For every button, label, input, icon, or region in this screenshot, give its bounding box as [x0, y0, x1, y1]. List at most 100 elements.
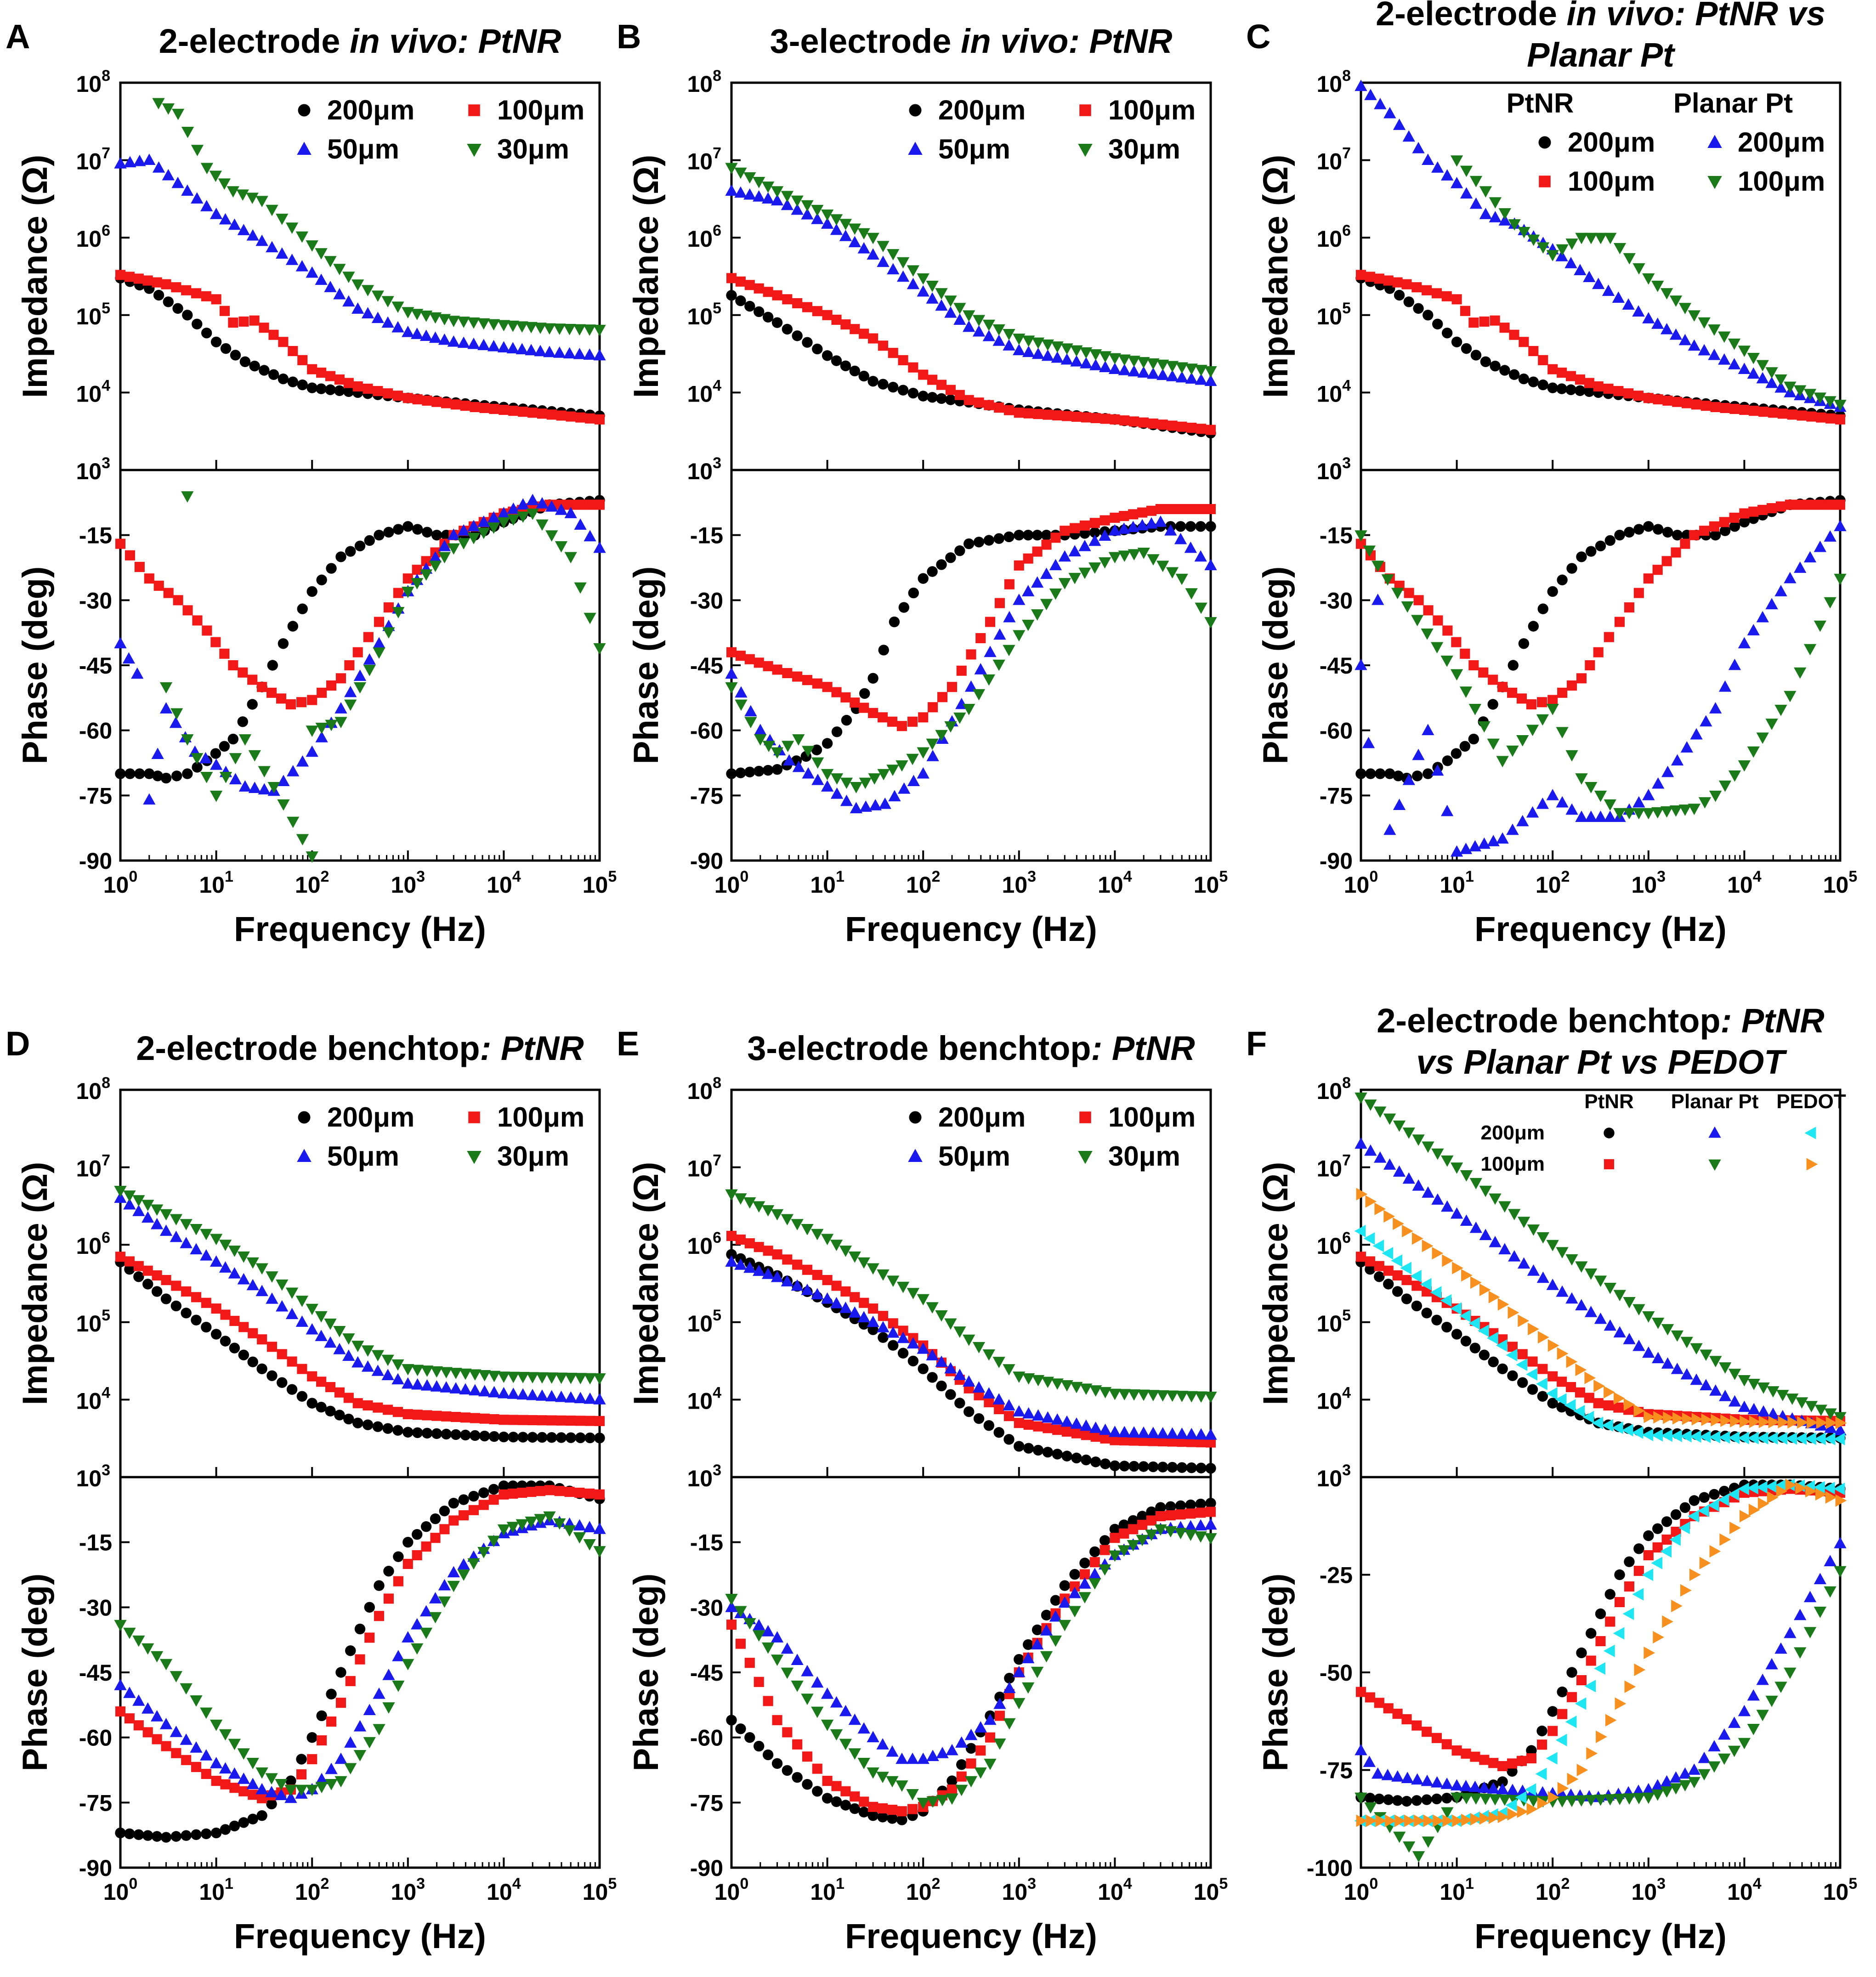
impedance-point	[1062, 1426, 1072, 1437]
impedance-point	[1633, 391, 1644, 401]
y-tick-base: 10	[687, 1078, 713, 1104]
phase-point	[1643, 1530, 1654, 1541]
phase-point	[895, 760, 908, 772]
phase-point	[1517, 1805, 1529, 1818]
phase-point	[229, 1783, 240, 1793]
phase-point	[1004, 1672, 1015, 1684]
impedance-point	[1765, 376, 1778, 388]
phase-point	[1633, 1543, 1644, 1554]
phase-point	[1547, 1791, 1559, 1804]
phase-point	[201, 1828, 212, 1840]
impedance-point	[1470, 1276, 1482, 1289]
phase-point	[811, 757, 824, 769]
phase-point	[1040, 567, 1053, 579]
phase-point	[1184, 1529, 1197, 1541]
impedance-point	[412, 1427, 423, 1438]
impedance-point	[276, 1279, 289, 1291]
impedance-point	[1137, 357, 1150, 368]
impedance-point	[487, 340, 500, 351]
impedance-point	[1652, 1352, 1665, 1364]
impedance-point	[1128, 1389, 1140, 1401]
impedance-point	[1460, 187, 1473, 199]
legend-label: 30μm	[1108, 1141, 1180, 1172]
impedance-point	[1420, 1278, 1432, 1291]
y-tick-exp: 4	[1342, 1384, 1351, 1401]
phase-point	[1632, 796, 1645, 808]
phase-point	[859, 1796, 869, 1807]
impedance-point	[1185, 363, 1198, 375]
impedance-point	[1490, 315, 1500, 326]
phase-point	[267, 660, 278, 671]
phase-axes-frame	[119, 469, 601, 862]
impedance-point	[507, 1371, 520, 1383]
phase-point	[430, 1533, 441, 1543]
impedance-point	[343, 378, 354, 388]
x-tick-exp: 2	[321, 868, 329, 885]
phase-axes-frame	[1360, 1476, 1842, 1869]
impedance-point	[898, 1326, 908, 1336]
phase-point	[973, 537, 985, 548]
impedance-point	[936, 380, 947, 390]
impedance-point	[1128, 1461, 1139, 1472]
phase-point	[210, 637, 221, 647]
phase-point	[994, 1711, 1005, 1721]
phase-point	[373, 1724, 385, 1736]
phase-point	[1593, 647, 1604, 657]
impedance-point	[1128, 365, 1140, 377]
impedance-point	[295, 231, 309, 243]
phase-point	[1823, 1482, 1835, 1495]
impedance-point	[227, 186, 239, 198]
phase-point	[993, 1738, 1006, 1750]
phase-series-PEDOT-200-m	[1354, 1479, 1845, 1827]
impedance-point	[296, 1391, 308, 1402]
impedance-point	[441, 1411, 452, 1422]
phase-point	[317, 1735, 327, 1746]
phase-point	[1738, 1705, 1751, 1716]
impedance-point	[1013, 1405, 1026, 1416]
phase-point	[868, 773, 881, 785]
impedance-series-50-m	[114, 1191, 606, 1405]
legend-label: 200μm	[327, 1102, 414, 1133]
phase-point	[956, 665, 967, 676]
phase-point	[1690, 728, 1703, 740]
impedance-point	[315, 1330, 328, 1341]
impedance-point	[1392, 1270, 1403, 1280]
impedance-point	[982, 1349, 996, 1361]
impedance-point	[1459, 1309, 1471, 1322]
impedance-point	[564, 1372, 578, 1384]
impedance-point	[457, 317, 470, 328]
phase-point	[908, 587, 919, 599]
impedance-point	[1565, 384, 1576, 395]
impedance-point	[422, 395, 432, 406]
phase-point	[1165, 504, 1176, 515]
impedance-point	[821, 1234, 834, 1246]
phase-point	[402, 573, 413, 584]
phase-point	[953, 712, 966, 724]
impedance-point	[1383, 1265, 1394, 1276]
impedance-point	[457, 336, 470, 348]
panel-label: A	[6, 17, 30, 56]
phase-point	[1185, 504, 1196, 515]
phase-point	[1700, 715, 1712, 727]
phase-point	[317, 687, 327, 698]
phase-point	[876, 1738, 889, 1750]
impedance-point	[351, 1341, 364, 1352]
impedance-point	[266, 1271, 278, 1283]
phase-point	[1022, 1682, 1035, 1694]
impedance-point	[1824, 1422, 1837, 1433]
impedance-point	[726, 1249, 737, 1260]
impedance-point	[1680, 1430, 1692, 1443]
x-tick-exp: 3	[416, 868, 425, 885]
impedance-point	[259, 365, 270, 376]
impedance-point	[1642, 1428, 1654, 1441]
impedance-point	[1612, 1421, 1623, 1434]
phase-point	[1748, 1503, 1760, 1517]
impedance-point	[907, 1337, 920, 1348]
phase-point	[1174, 1528, 1187, 1540]
phase-point	[964, 1776, 978, 1788]
phase-point	[831, 687, 842, 697]
impedance-point	[1794, 385, 1807, 397]
impedance-point	[812, 343, 823, 355]
phase-point	[735, 1638, 746, 1649]
